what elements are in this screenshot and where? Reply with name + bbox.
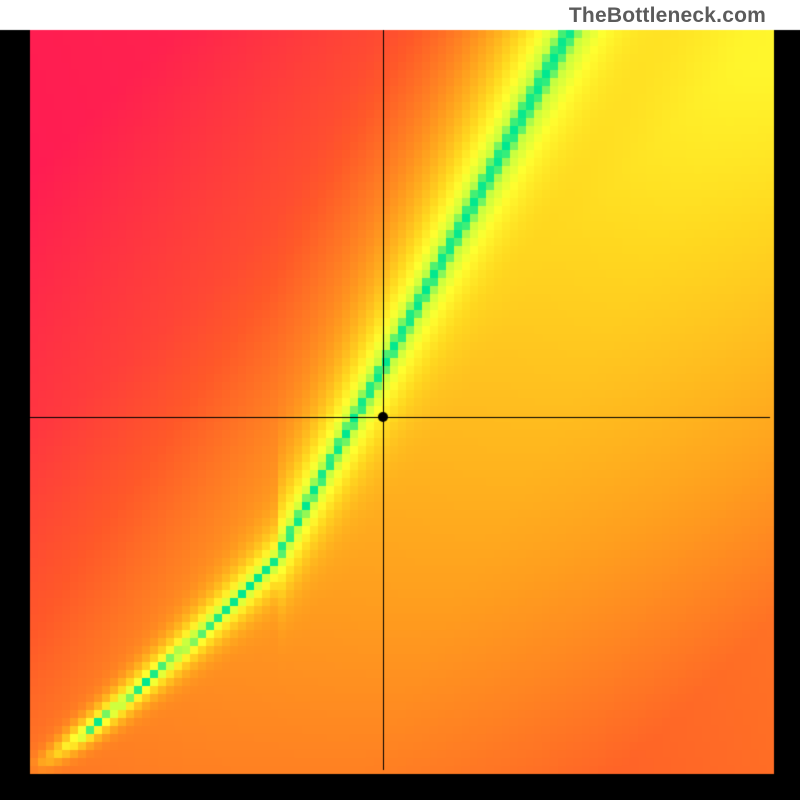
heatmap-canvas [0, 0, 800, 800]
watermark-text: TheBottleneck.com [569, 4, 766, 28]
chart-container: TheBottleneck.com [0, 0, 800, 800]
